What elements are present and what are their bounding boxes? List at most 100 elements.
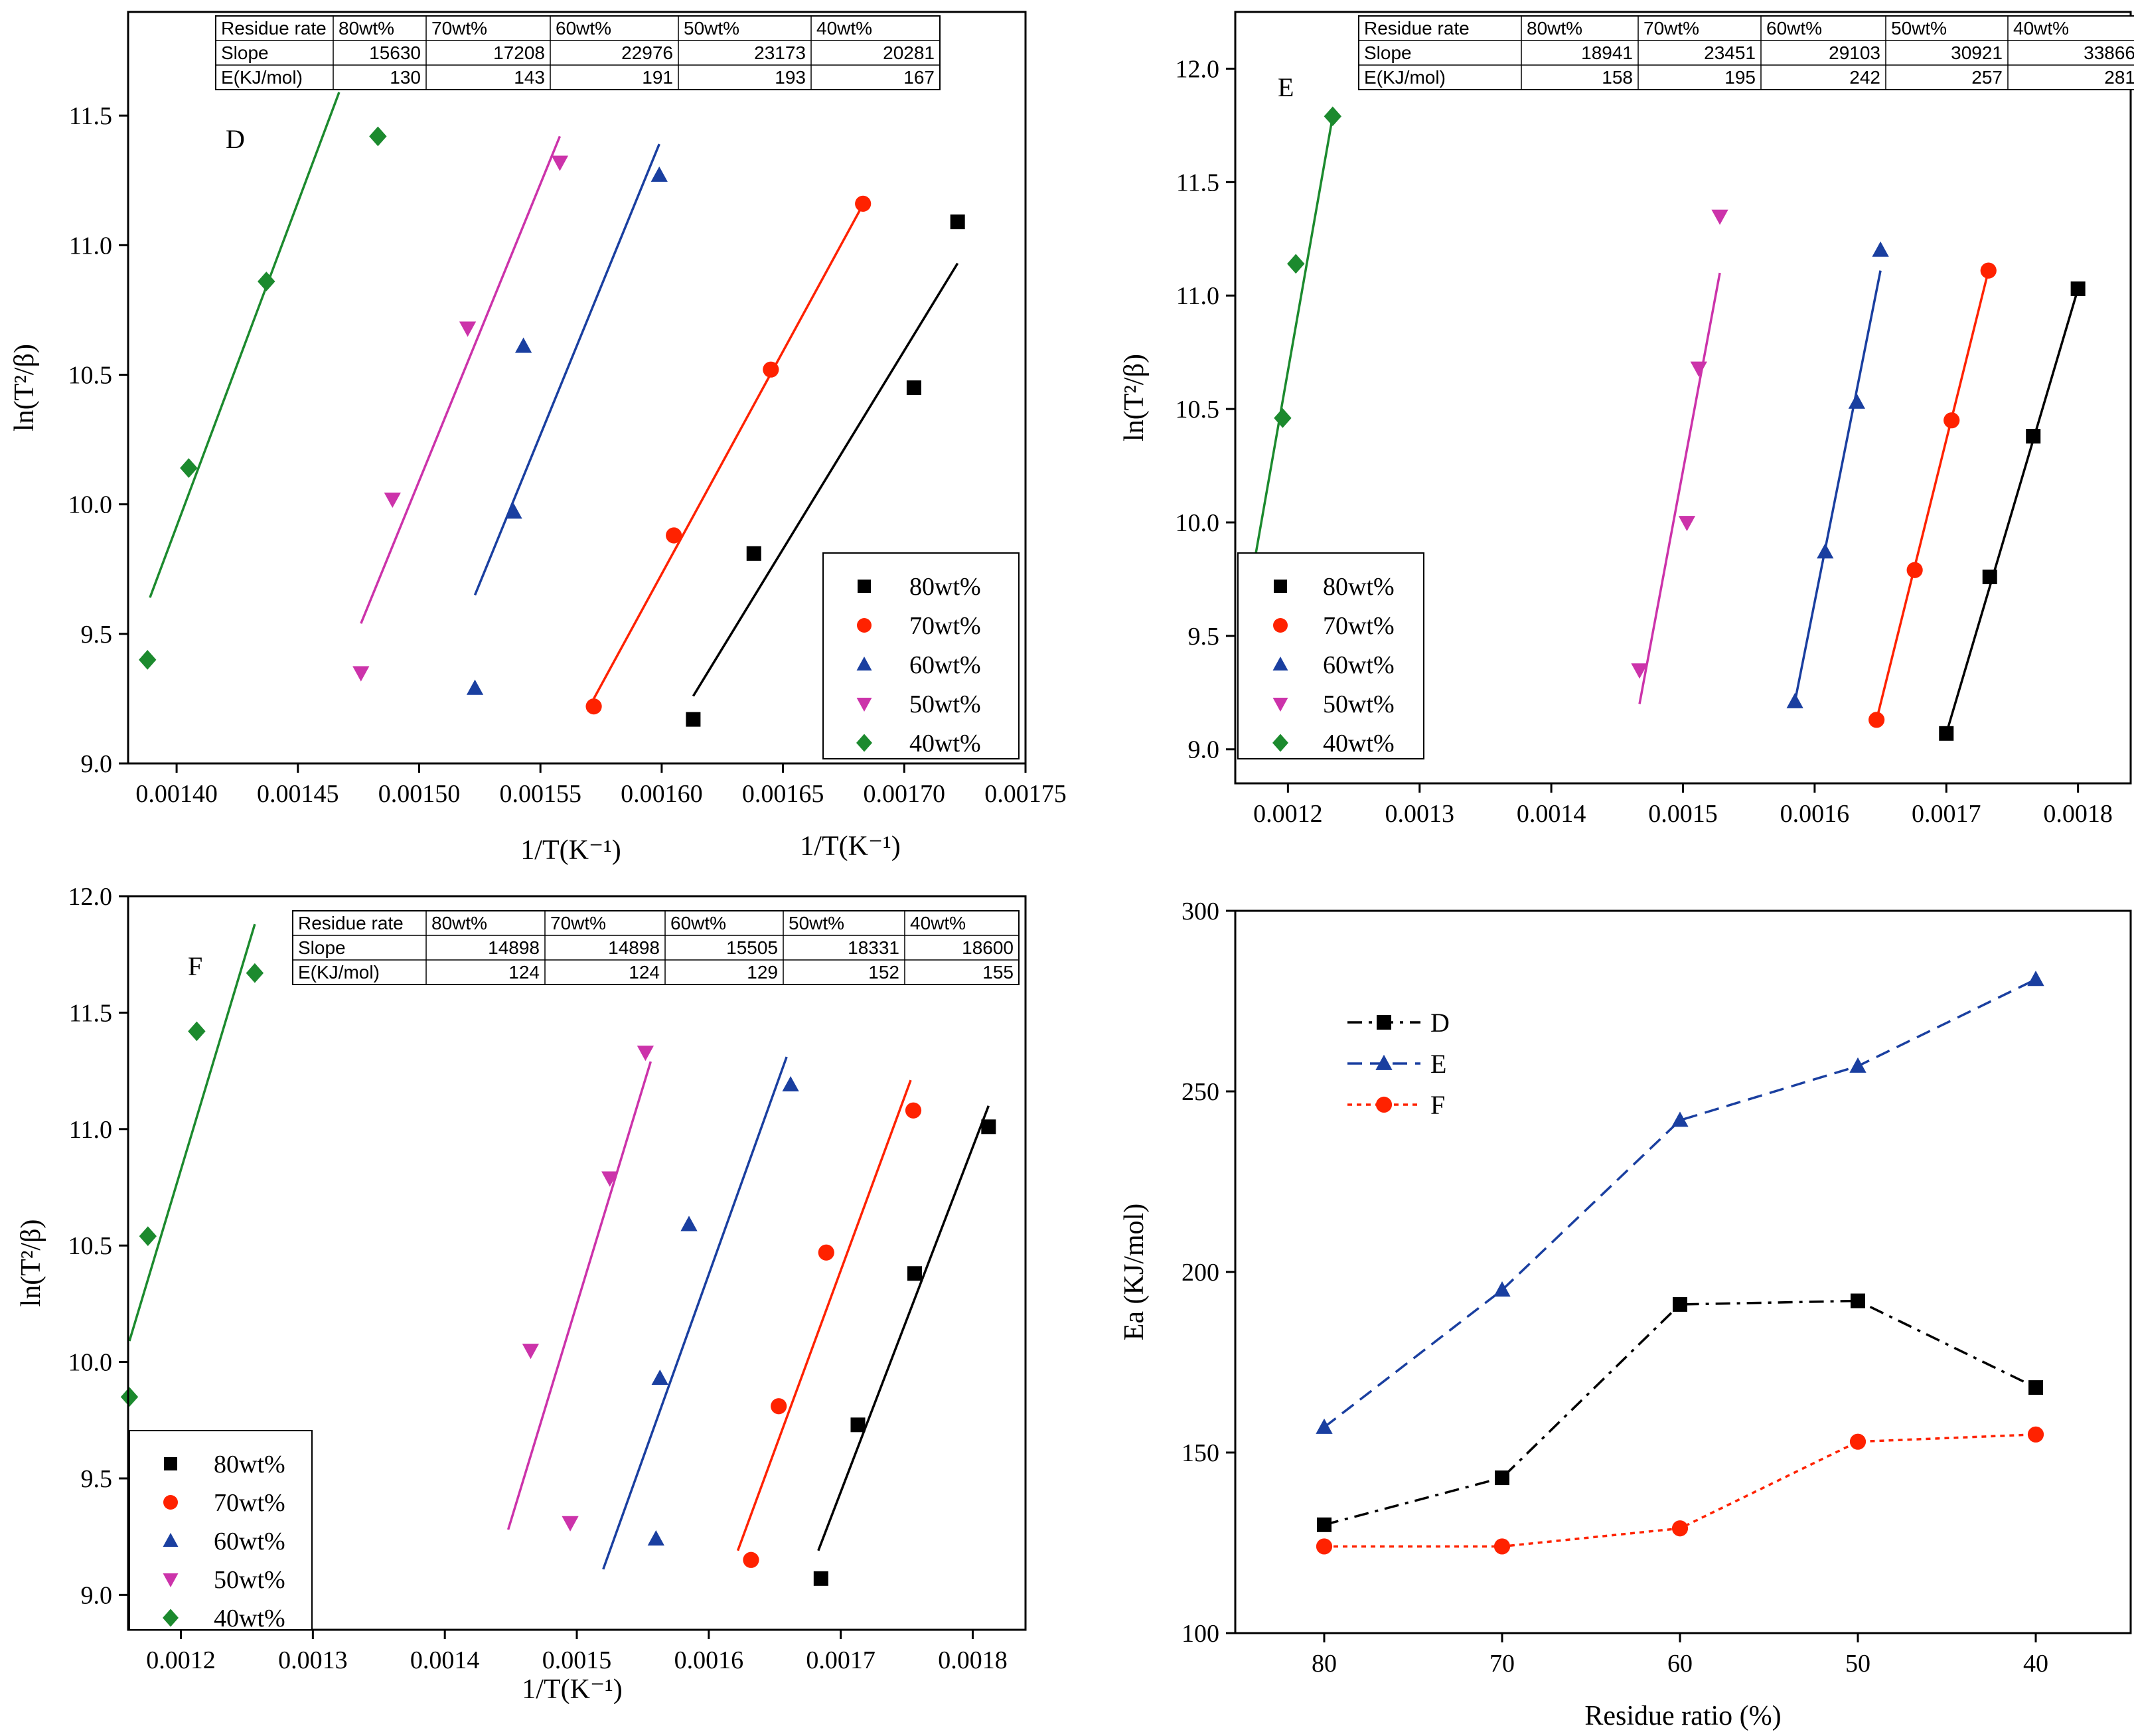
data-point	[686, 712, 701, 727]
legend-marker	[858, 580, 871, 593]
data-point	[1849, 1057, 1867, 1073]
data-point	[1673, 1297, 1687, 1312]
legend-label: 70wt%	[1323, 612, 1395, 640]
table-header: 70wt%	[550, 913, 606, 933]
y-tick-label: 10.0	[68, 491, 113, 519]
plot-frame	[1234, 11, 2132, 785]
legend-label: E	[1430, 1049, 1446, 1079]
table-header: Residue rate	[221, 18, 327, 39]
series-40wtpct	[1245, 106, 1342, 576]
data-point	[522, 1344, 540, 1360]
data-point	[650, 166, 668, 182]
legend-marker	[857, 618, 872, 633]
series-80wtpct	[813, 1105, 996, 1586]
data-point	[2027, 971, 2044, 986]
y-tick-label: 200	[1181, 1259, 1219, 1287]
legend-marker	[1273, 618, 1288, 633]
x-tick-label: 0.00140	[135, 780, 218, 808]
x-tick-label: 0.00150	[378, 780, 461, 808]
results-table: Residue rate 80wt% 70wt% 60wt% 50wt% 40wt% Slo…	[1358, 15, 2134, 90]
legend-marker	[164, 1457, 177, 1470]
fit-line	[817, 1105, 990, 1551]
y-tick-label: 10.5	[68, 361, 113, 389]
data-point	[1872, 241, 1889, 257]
x-tick-label: 0.00145	[257, 780, 339, 808]
data-point	[466, 679, 484, 695]
legend-marker	[856, 698, 872, 712]
x-tick-label: 0.0014	[1517, 800, 1586, 828]
table-cell: 20281	[883, 42, 935, 63]
legend-label: 40wt%	[214, 1605, 285, 1632]
table-cell: 167	[903, 67, 935, 88]
legend-label: 70wt%	[909, 612, 981, 640]
data-point	[1848, 393, 1866, 409]
y-tick-label: 9.5	[81, 621, 113, 649]
data-point	[818, 1244, 834, 1261]
table-cell: 18600	[962, 937, 1014, 958]
x-tick-label: 70	[1489, 1650, 1515, 1678]
legend-marker	[1272, 698, 1288, 712]
data-point	[1316, 1538, 1333, 1555]
data-point	[647, 1530, 664, 1546]
table-cell: 14898	[488, 937, 540, 958]
data-point	[585, 698, 602, 715]
data-point	[1493, 1281, 1511, 1297]
y-axis-label: Ea (KJ/mol)	[1119, 1204, 1150, 1340]
plot-frame	[1234, 909, 2132, 1634]
data-point	[950, 214, 965, 230]
y-tick-label: 11.0	[69, 232, 112, 260]
table-header: 60wt%	[556, 18, 611, 39]
panel-label: F	[188, 951, 202, 981]
table-row-label: E(KJ/mol)	[298, 962, 380, 983]
y-axis-label: ln(T²/β)	[9, 344, 40, 432]
data-point	[1851, 1293, 1865, 1308]
data-point	[1317, 1517, 1332, 1532]
data-point	[459, 321, 477, 337]
data-point	[188, 1021, 206, 1042]
legend: 80wt% 70wt% 60wt% 50wt% 40wt%	[1237, 552, 1424, 759]
x-tick-label: 80	[1312, 1650, 1337, 1678]
legend-label: 60wt%	[1323, 651, 1395, 679]
x-tick-label: 0.0012	[146, 1646, 216, 1674]
table-header: 50wt%	[684, 18, 739, 39]
table-frame	[292, 910, 1020, 985]
data-point	[505, 503, 522, 519]
data-point	[1324, 106, 1342, 127]
fit-line	[506, 1061, 652, 1530]
data-point	[1690, 361, 1707, 377]
data-point	[369, 126, 387, 147]
x-tick-label: 0.0015	[542, 1646, 612, 1674]
table-cell: 30921	[1951, 42, 2003, 63]
table-row-label: Slope	[221, 42, 269, 63]
y-tick-label: 10.5	[1176, 396, 1220, 424]
fit-line	[593, 208, 862, 700]
fit-line	[360, 135, 562, 624]
table-cell: 15630	[369, 42, 421, 63]
data-point	[666, 527, 682, 544]
table-header: Residue rate	[1364, 18, 1470, 39]
series-70wtpct	[736, 1079, 922, 1568]
x-tick-label: 0.00170	[864, 780, 946, 808]
x-tick-label: 0.00165	[742, 780, 824, 808]
data-point	[637, 1046, 654, 1062]
x-tick-label: 60	[1667, 1650, 1693, 1678]
table-cell: 158	[1602, 67, 1633, 88]
data-point	[1906, 562, 1923, 578]
data-point	[1671, 1111, 1689, 1127]
data-point	[180, 458, 198, 478]
data-point	[1939, 726, 1954, 741]
legend-label: 70wt%	[214, 1489, 285, 1517]
data-point	[1493, 1538, 1511, 1555]
legend-label: 60wt%	[909, 651, 981, 679]
legend-marker	[163, 1609, 179, 1627]
fit-line	[602, 1056, 788, 1570]
y-axis-label: ln(T²/β)	[16, 1220, 46, 1307]
y-tick-label: 250	[1181, 1078, 1219, 1106]
data-point	[1287, 254, 1305, 274]
series-e	[1316, 971, 2044, 1434]
table-header: 60wt%	[670, 913, 726, 933]
table-header: Residue rate	[298, 913, 404, 933]
data-point	[1631, 663, 1648, 679]
table-header: 60wt%	[1766, 18, 1822, 39]
panel-label: D	[226, 124, 245, 154]
